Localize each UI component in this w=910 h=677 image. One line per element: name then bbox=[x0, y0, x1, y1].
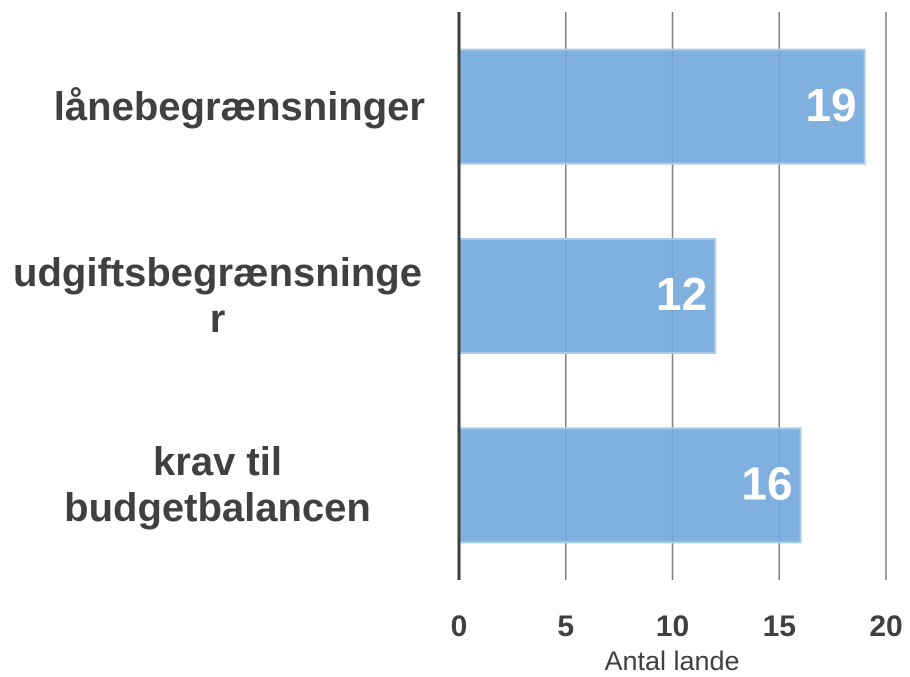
x-tick-label: 5 bbox=[557, 610, 574, 643]
y-tick-label-box: krav til budgetbalancen bbox=[0, 439, 425, 531]
x-tick-label: 20 bbox=[869, 610, 902, 643]
bar bbox=[458, 238, 717, 354]
bar bbox=[458, 48, 866, 165]
x-tick-label: 10 bbox=[656, 610, 689, 643]
y-tick-label-box: udgiftsbegrænsninger bbox=[0, 250, 425, 342]
y-tick-label: lånebegrænsninger bbox=[53, 84, 425, 129]
y-tick-label-box: lånebegrænsninger bbox=[0, 84, 425, 130]
x-axis-label: Antal lande bbox=[604, 646, 739, 676]
y-tick-label: udgiftsbegrænsninger bbox=[13, 251, 422, 341]
bar bbox=[458, 427, 802, 544]
value-label: 12 bbox=[656, 268, 707, 320]
value-label: 19 bbox=[805, 79, 856, 131]
value-label: 16 bbox=[741, 457, 792, 509]
x-tick-label: 0 bbox=[451, 610, 468, 643]
x-tick-label: 15 bbox=[763, 610, 796, 643]
y-tick-label: krav til budgetbalancen bbox=[64, 440, 371, 531]
